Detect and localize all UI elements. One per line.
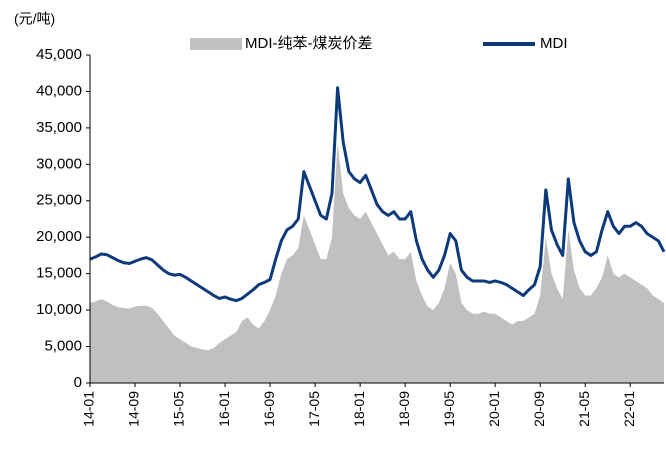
legend-label: MDI (540, 35, 568, 52)
y-tick-label: 20,000 (36, 228, 82, 245)
y-tick-label: 5,000 (44, 338, 82, 355)
y-tick-label: 35,000 (36, 119, 82, 136)
x-tick-label: 22-01 (621, 391, 637, 427)
x-tick-label: 14-09 (126, 391, 142, 427)
x-tick-label: 20-01 (486, 391, 502, 427)
x-tick-label: 20-09 (531, 391, 547, 427)
y-tick-label: 45,000 (36, 46, 82, 63)
x-tick-label: 19-05 (441, 391, 457, 427)
y-tick-label: 0 (74, 374, 82, 391)
y-tick-label: 40,000 (36, 82, 82, 99)
unit-label: (元/吨) (14, 11, 55, 27)
x-tick-label: 21-05 (576, 391, 592, 427)
x-tick-label: 18-01 (351, 391, 367, 427)
y-tick-label: 30,000 (36, 155, 82, 172)
legend-label: MDI-纯苯-煤炭价差 (245, 35, 373, 52)
x-tick-label: 18-09 (396, 391, 412, 427)
y-tick-label: 25,000 (36, 192, 82, 209)
x-tick-label: 16-01 (216, 391, 232, 427)
line (89, 86, 666, 303)
y-tick-label: 10,000 (36, 301, 82, 318)
x-tick-label: 17-05 (306, 391, 322, 427)
y-tick-label: 15,000 (36, 265, 82, 282)
area (90, 142, 664, 383)
x-tick-label: 15-05 (171, 391, 187, 427)
x-tick-label: 16-09 (261, 391, 277, 427)
x-tick-label: 14-01 (81, 391, 97, 427)
legend-swatch (190, 38, 242, 50)
